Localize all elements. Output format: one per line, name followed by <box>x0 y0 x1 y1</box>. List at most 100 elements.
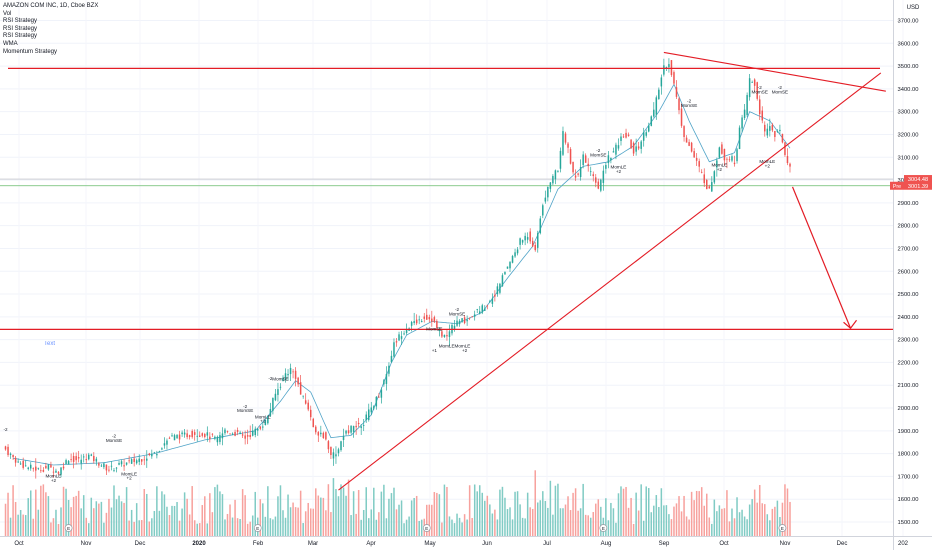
candle-body <box>559 150 562 169</box>
candle-body <box>423 316 426 319</box>
time-axis[interactable]: Oct Nov Dec 2020 Feb Mar Apr May Jun Jul Aug Sep Oct… <box>0 536 932 548</box>
earnings-icon[interactable] <box>64 524 73 532</box>
price-axis[interactable]: 1500.00 1600.00 1700.00 1800.00 1900.00 2000.… <box>893 0 919 550</box>
volume-bar <box>251 515 254 536</box>
volume-bar <box>587 515 589 536</box>
volume-bar <box>335 489 337 536</box>
strategy-label: +2 <box>462 348 468 353</box>
volume-bar <box>264 516 267 536</box>
volume-bar <box>559 508 562 536</box>
volume-bar <box>4 503 7 536</box>
strategy-label: -2 <box>243 404 248 409</box>
volume-bar <box>665 505 668 536</box>
volume-bar <box>446 486 448 536</box>
volume-bar <box>365 487 367 536</box>
volume-bar <box>572 492 574 536</box>
candle-body <box>57 472 60 474</box>
candle-body <box>567 143 569 148</box>
strategy-label: MomLE <box>255 414 271 419</box>
earnings-icon[interactable] <box>778 524 787 532</box>
volume-bar <box>431 504 433 536</box>
candle-body <box>118 463 120 465</box>
candle-body <box>375 396 378 407</box>
volume-bar <box>327 484 330 536</box>
candle-body <box>42 469 45 472</box>
candle-body <box>630 139 632 149</box>
earnings-icon[interactable] <box>253 524 262 532</box>
x-tick-label: Apr <box>366 541 375 547</box>
candle-body <box>665 66 668 69</box>
indicator-vol[interactable]: Vol <box>3 10 12 17</box>
volume-bar <box>173 505 176 536</box>
candle-body <box>171 435 173 437</box>
volume-bar <box>426 504 428 536</box>
candle-body <box>9 453 12 455</box>
volume-bar <box>448 516 451 536</box>
y-tick-label: 3600.00 <box>898 41 919 47</box>
volume-bar <box>70 507 72 536</box>
volume-bar <box>367 518 370 536</box>
candle-body <box>47 464 50 470</box>
candle-body <box>597 181 600 189</box>
candle-body <box>322 432 325 439</box>
upper-trendline[interactable] <box>663 51 886 92</box>
user-drawings[interactable] <box>0 51 893 491</box>
symbol-title[interactable]: AMAZON COM INC, 1D, Cboe BZX <box>3 3 99 9</box>
candle-body <box>708 186 711 189</box>
earnings-icon[interactable] <box>422 524 431 532</box>
earnings-icon[interactable] <box>599 524 608 532</box>
candle-body <box>332 452 335 459</box>
indicator-rsi-3[interactable]: RSI Strategy <box>3 33 38 40</box>
candle-body <box>55 470 57 473</box>
volume-bar <box>781 502 784 536</box>
volume-bar <box>516 491 519 536</box>
candle-body <box>307 402 309 410</box>
candle-body <box>138 458 140 462</box>
volume-bar <box>85 517 87 536</box>
x-tick-label: Jul <box>543 541 551 547</box>
volume-bar <box>236 518 239 536</box>
volume-bar <box>378 512 380 536</box>
projection-arrow[interactable] <box>791 186 852 329</box>
indicator-momentum[interactable]: Momentum Strategy <box>3 48 58 55</box>
indicator-wma[interactable]: WMA <box>3 40 18 47</box>
indicator-rsi-1[interactable]: RSI Strategy <box>3 18 38 25</box>
candle-body <box>486 305 489 307</box>
candle-body <box>50 464 52 468</box>
candle-body <box>198 435 201 437</box>
candle-body <box>703 174 705 184</box>
candle-body <box>24 465 27 467</box>
candle-body <box>607 155 610 164</box>
candle-body <box>352 426 355 432</box>
volume-bar <box>80 508 82 536</box>
candle-body <box>410 322 413 326</box>
volume-bar <box>128 520 130 536</box>
candle-body <box>75 456 77 461</box>
volume-bar <box>736 497 738 536</box>
volume-bar <box>418 520 420 536</box>
candle-body <box>234 431 236 436</box>
rising-trendline[interactable] <box>338 72 882 491</box>
candle-body <box>251 430 254 436</box>
volume-bar <box>373 487 375 536</box>
chart-text-annotation[interactable]: Text <box>44 341 55 347</box>
candle-body <box>516 249 519 254</box>
candle-body <box>456 320 458 326</box>
candle-body <box>29 464 32 469</box>
candle-body <box>14 457 17 463</box>
candle-body <box>214 436 216 439</box>
candle-body <box>582 154 584 166</box>
volume-bar <box>615 522 617 536</box>
price-tag <box>904 181 932 190</box>
volume-bar <box>511 519 514 536</box>
volume-bar <box>246 523 249 536</box>
x-tick-label: Oct <box>719 541 729 547</box>
candle-body <box>589 171 592 173</box>
indicator-rsi-2[interactable]: RSI Strategy <box>3 25 38 32</box>
volume-bar <box>355 513 357 536</box>
volume-bar <box>789 501 791 536</box>
volume-bar <box>471 518 473 536</box>
volume-bar <box>352 491 355 536</box>
